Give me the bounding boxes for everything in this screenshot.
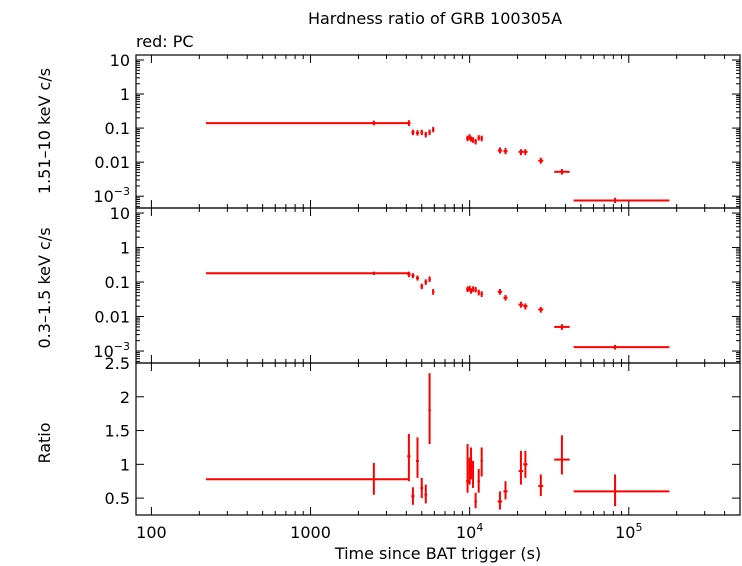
ratio-data-point: [466, 444, 469, 493]
ratio-data-point: [497, 491, 503, 510]
soft-data-point: [497, 288, 503, 295]
soft-data-point: [466, 286, 469, 293]
soft-data-point: [420, 283, 424, 290]
hard-data-point: [477, 135, 480, 141]
x-axis-label: Time since BAT trigger (s): [334, 544, 541, 563]
panel-soft: 0.3–1.5 keV c/s 10 1 0.1 0.01 10−3: [35, 204, 741, 364]
soft-data-point: [432, 288, 435, 295]
hard-data-point: [472, 137, 475, 143]
hard-data-point: [503, 148, 508, 155]
soft-data-point: [411, 273, 415, 279]
hard-ytick-label: 0.01: [94, 153, 130, 172]
ratio-data-point: [411, 487, 415, 505]
soft-data-point: [424, 279, 428, 285]
ratio-data-point: [424, 484, 428, 504]
hard-data-point: [466, 135, 469, 142]
soft-data-point: [474, 286, 477, 293]
hard-ytick-label: 1: [120, 85, 130, 104]
ratio-data-point: [415, 437, 419, 478]
xtick-label: 104: [456, 521, 483, 542]
hard-data-point: [428, 129, 431, 136]
hard-data-point: [420, 129, 424, 136]
soft-data-point: [477, 289, 480, 296]
hard-data-point: [415, 130, 419, 136]
hard-data-point: [411, 129, 415, 136]
ratio-data-point: [480, 447, 483, 477]
hard-data-point: [424, 131, 428, 138]
hard-data-point: [573, 197, 670, 204]
ratio-data-point: [420, 477, 424, 499]
ratio-data-point: [573, 474, 670, 507]
soft-data-point: [428, 276, 431, 283]
ratio-data-point: [428, 373, 431, 445]
ratio-data-point: [470, 447, 473, 480]
ratio-data-point: [518, 450, 524, 485]
ratio-data-point: [538, 474, 544, 497]
hard-data-point: [523, 149, 528, 156]
ratio-data-point: [407, 433, 411, 482]
panel-soft-ylabel: 0.3–1.5 keV c/s: [35, 227, 54, 348]
ratio-data-point: [503, 481, 508, 500]
panel-ratio-frame: [135, 362, 741, 516]
ratio-data-point: [554, 435, 570, 475]
soft-data-point: [538, 306, 544, 313]
hard-data-point: [480, 135, 483, 142]
xtick-label: 100: [136, 523, 167, 542]
soft-ytick-label: 0.01: [94, 308, 130, 327]
xtick-label: 105: [615, 521, 642, 542]
ratio-data-point: [474, 492, 477, 509]
ratio-data-point: [472, 460, 475, 488]
soft-data-point: [573, 344, 670, 350]
soft-data-point: [480, 291, 483, 297]
ratio-data-point: [523, 450, 528, 478]
panel-hard: 1.51–10 keV c/s 10 1 0.1 0.01 10−3: [35, 51, 741, 209]
hard-ytick-label: 0.1: [105, 119, 130, 138]
ratio-ytick-label: 1.5: [105, 422, 130, 441]
soft-data-point: [503, 295, 508, 301]
hard-ytick-label: 10−3: [93, 185, 130, 206]
soft-data-point: [470, 288, 473, 294]
soft-data-point: [518, 301, 524, 308]
soft-data-point: [205, 271, 409, 275]
ratio-data-point: [205, 462, 409, 495]
hard-data-point: [205, 120, 409, 126]
soft-ytick-label: 10: [110, 204, 130, 223]
hard-data-point: [554, 168, 570, 175]
hard-data-point: [497, 147, 503, 154]
soft-data-point: [554, 324, 570, 330]
soft-data-point: [407, 271, 411, 277]
ratio-ytick-label: 0.5: [105, 489, 130, 508]
hard-data-point: [432, 126, 435, 133]
panel-ratio-ylabel: Ratio: [35, 422, 54, 463]
panel-ratio: Ratio 2.5 2 1.5 1 0.5: [35, 354, 741, 516]
chart-subtitle: red: PC: [136, 32, 194, 51]
soft-ytick-label: 0.1: [105, 273, 130, 292]
chart-title: Hardness ratio of GRB 100305A: [308, 9, 562, 28]
hard-data-point: [470, 136, 473, 142]
soft-data-point: [523, 303, 528, 310]
panel-hard-ylabel: 1.51–10 keV c/s: [35, 68, 54, 194]
ratio-ytick-label: 2.5: [105, 354, 130, 373]
hard-data-point: [518, 149, 524, 156]
ratio-ytick-label: 2: [120, 388, 130, 407]
ratio-data-point: [477, 469, 480, 493]
hard-data-point: [407, 120, 411, 127]
ratio-ytick-label: 1: [120, 455, 130, 474]
x-axis: 100 1000 104 105: [136, 521, 642, 542]
hard-data-point: [538, 157, 544, 164]
soft-data-point: [472, 286, 475, 292]
soft-data-point: [415, 275, 419, 281]
hard-data-point: [474, 138, 477, 145]
soft-ytick-label: 1: [120, 239, 130, 258]
xtick-label: 1000: [290, 523, 331, 542]
hard-ytick-label: 10: [110, 51, 130, 70]
soft-ytick-label: 10−3: [93, 340, 130, 361]
